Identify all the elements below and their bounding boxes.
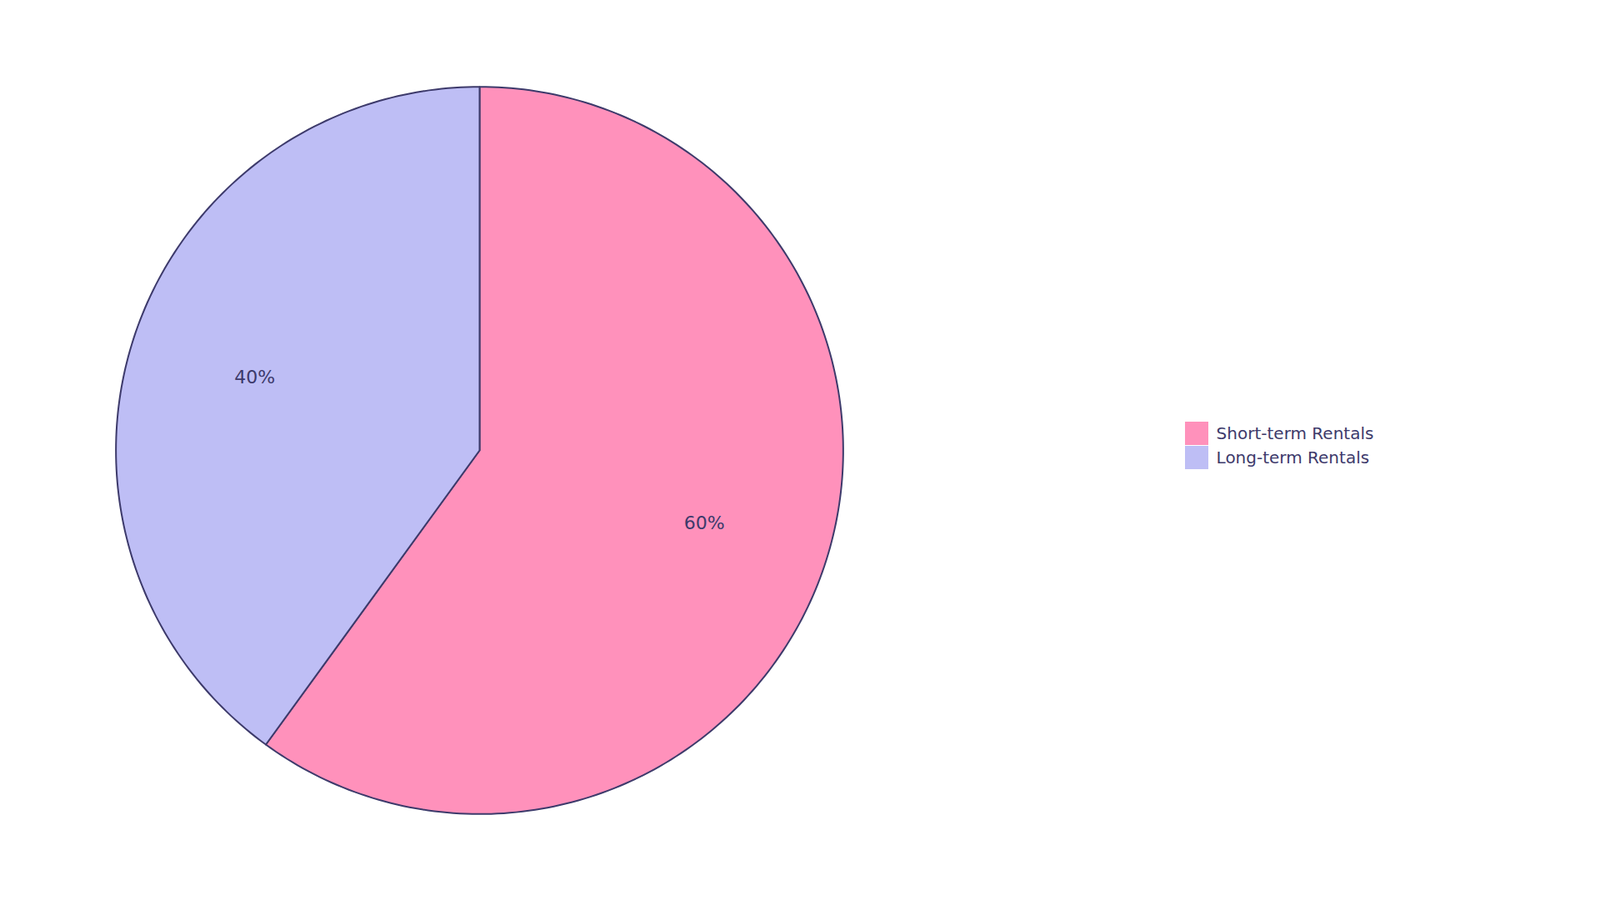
html-text:Short-term Rentals: Short-term Rentals <box>1216 423 1374 444</box>
svg-text:40%: 40% <box>234 366 275 388</box>
html-text:Long-term Rentals: Long-term Rentals <box>1216 447 1370 468</box>
svg-text:60%: 60% <box>684 512 725 534</box>
